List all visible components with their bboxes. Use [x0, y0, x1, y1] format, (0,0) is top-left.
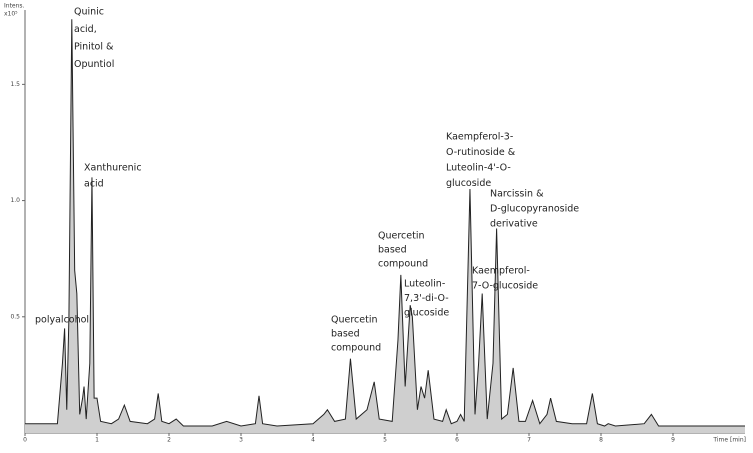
peak-annotation: acid,	[74, 24, 97, 35]
peak-annotation: Quinic	[74, 7, 104, 18]
trace-area	[25, 19, 745, 434]
peak-annotation: based	[331, 329, 360, 340]
peak-annotation: compound	[378, 259, 428, 270]
peak-annotation: Xanthurenic	[84, 163, 142, 174]
peak-annotation: D-glucopyranoside	[490, 204, 579, 215]
x-tick-label: 0	[23, 437, 27, 444]
peak-annotation: compound	[331, 343, 381, 354]
x-tick-label: 8	[599, 437, 603, 444]
peak-annotation: Quercetin	[378, 231, 425, 242]
trace	[25, 19, 745, 427]
x-axis-label: Time [min]	[712, 437, 746, 444]
x-tick-label: 1	[95, 437, 99, 444]
y-tick-label: 0.5	[10, 313, 20, 320]
y-tick-label: 1.0	[10, 197, 20, 204]
peak-annotation: acid	[84, 179, 104, 190]
peak-annotation: 7,3'-di-O-	[404, 293, 449, 304]
peak-annotation: Narcissin &	[490, 189, 544, 200]
peak-annotation: Luteolin-4'-O-	[446, 163, 511, 174]
peak-annotation: O-rutinoside &	[446, 147, 516, 158]
peak-annotation: Pinitol &	[74, 42, 114, 53]
peak-annotation: glucoside	[446, 178, 491, 189]
peak-annotation: Kaempferol-	[472, 266, 530, 277]
y-axis-unit: x10⁵	[4, 11, 18, 18]
x-tick-label: 9	[671, 437, 675, 444]
peak-annotation: derivative	[490, 219, 538, 230]
x-tick-label: 5	[383, 437, 387, 444]
x-tick-label: 3	[239, 437, 243, 444]
peak-annotation: Quercetin	[331, 315, 378, 326]
x-tick-label: 2	[167, 437, 171, 444]
peak-annotation: Kaempferol-3-	[446, 132, 513, 143]
peak-annotation: polyalcohol	[35, 315, 89, 326]
peak-annotation: Luteolin-	[404, 279, 445, 290]
x-tick-label: 6	[455, 437, 459, 444]
y-tick-label: 1.5	[10, 81, 20, 88]
x-tick-label: 4	[311, 437, 315, 444]
peak-annotation: 7-O-glucoside	[472, 281, 538, 292]
peak-annotation: Opuntiol	[74, 59, 114, 70]
x-tick-label: 7	[527, 437, 531, 444]
y-axis-label: Intens.	[4, 3, 25, 10]
peak-annotation: glucoside	[404, 308, 449, 319]
peak-annotation: based	[378, 245, 407, 256]
